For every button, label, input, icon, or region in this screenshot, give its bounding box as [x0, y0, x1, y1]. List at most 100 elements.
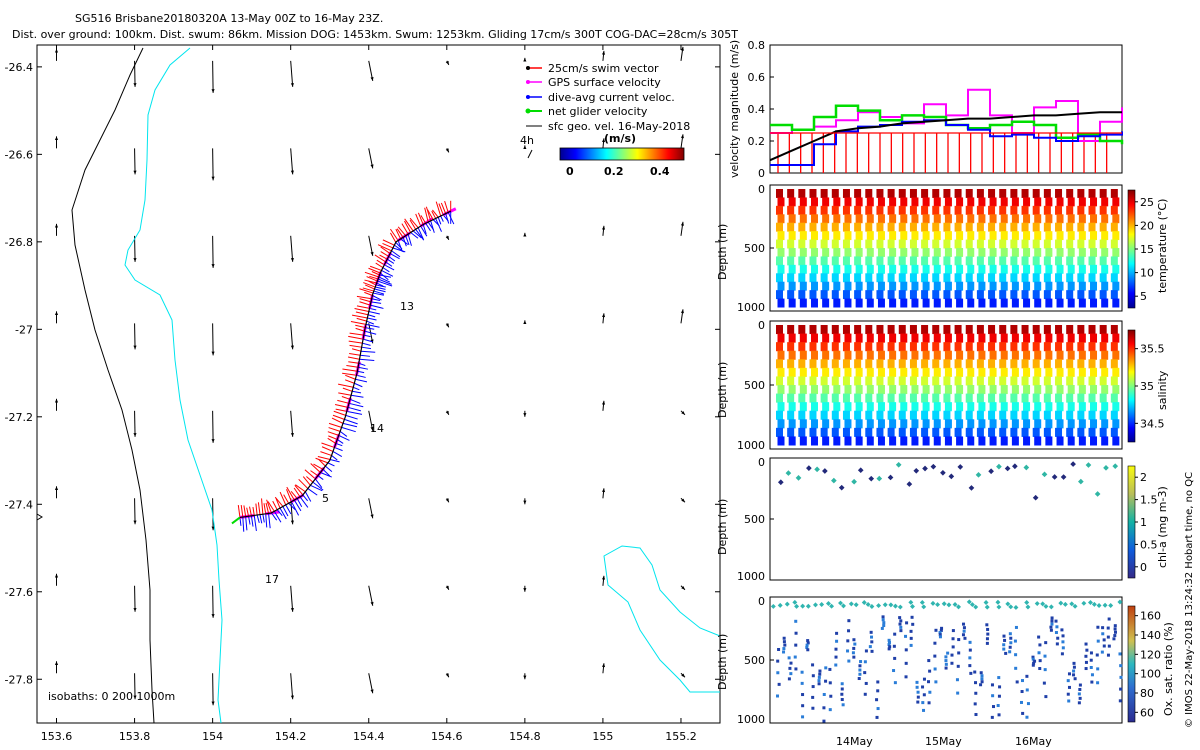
temperature-cell — [988, 189, 996, 198]
dac-vector — [430, 220, 435, 233]
geo-arrow-head — [601, 575, 606, 580]
oxygen-point — [1002, 647, 1006, 651]
temperature-cell — [1011, 298, 1019, 308]
temperature-cell — [889, 231, 897, 241]
dac-vector — [381, 269, 394, 277]
temperature-colorbar — [1127, 189, 1136, 309]
oxygen-point — [794, 643, 798, 647]
salinity-cell — [1023, 385, 1031, 395]
temperature-cell — [1021, 290, 1029, 300]
salinity-cell — [909, 376, 917, 386]
dac-vector — [377, 278, 392, 285]
temperature-cell — [799, 264, 807, 274]
oxygen-point — [835, 639, 839, 643]
temperature-cell — [999, 273, 1007, 283]
temperature-cell — [1088, 239, 1096, 249]
salinity-cell — [1066, 410, 1074, 420]
temperature-cell — [822, 298, 830, 308]
temperature-cell — [1066, 239, 1074, 249]
oxygen-point — [1119, 675, 1123, 679]
oxygen-point — [939, 628, 943, 632]
salinity-cell — [833, 367, 841, 377]
oxygen-point — [1055, 625, 1059, 629]
oxygen-cbtick-label: 100 — [1140, 668, 1161, 681]
salinity-cell — [1088, 325, 1096, 335]
oxygen-point — [893, 681, 897, 685]
oxygen-point — [916, 690, 920, 694]
chla-point — [1078, 478, 1084, 485]
salinity-cell — [1088, 393, 1096, 403]
map-legend: 25cm/s swim vector GPS surface velocity … — [520, 62, 690, 178]
oxygen-point — [962, 626, 966, 630]
temperature-cell — [799, 281, 807, 291]
oxygen-point — [973, 670, 977, 674]
geo-arrow-head — [445, 235, 449, 240]
salinity-cell — [855, 436, 863, 446]
salinity-cell — [810, 350, 818, 360]
temperature-cell — [1021, 189, 1029, 198]
salinity-cell — [866, 402, 874, 412]
temperature-cell — [1023, 264, 1031, 274]
geo-arrow-head — [681, 498, 685, 503]
oxygen-point — [1078, 687, 1082, 691]
temperature-cell — [1010, 205, 1018, 215]
salinity-cell — [989, 385, 997, 395]
temperature-cell — [954, 189, 962, 198]
swim-vector — [379, 254, 388, 260]
salinity-cell — [1090, 367, 1098, 377]
temperature-cell — [833, 281, 841, 291]
salinity-cell — [777, 436, 785, 446]
dac-vector — [296, 498, 303, 508]
dac-vector — [437, 217, 442, 225]
temperature-cell — [898, 273, 906, 283]
temperature-cell — [799, 214, 807, 224]
temperature-cell — [921, 222, 929, 232]
oxygen-point — [909, 636, 913, 640]
temperature-cell — [1023, 281, 1031, 291]
oxygen-point — [985, 641, 989, 645]
oxygen-point — [1002, 634, 1006, 638]
salinity-cell — [833, 350, 841, 360]
map-xtick-label: 154 — [202, 730, 223, 743]
salinity-cell — [842, 342, 850, 352]
dac-vector — [367, 314, 376, 318]
oxygen-point — [996, 704, 1000, 708]
dac-vector — [405, 235, 410, 246]
salinity-cell — [854, 427, 862, 437]
temperature-cell — [776, 205, 783, 215]
temperature-cell — [822, 214, 830, 224]
temperature-cell — [900, 281, 908, 291]
geo-arrow — [134, 585, 136, 612]
oxygen-point — [793, 655, 797, 659]
oxygen-point — [1089, 665, 1093, 669]
geo-arrow-head — [601, 50, 606, 55]
oxygen-point — [811, 685, 815, 689]
dac-vector — [325, 465, 333, 472]
temperature-cell — [922, 264, 930, 274]
salinity-cell — [999, 359, 1007, 369]
salinity-cell — [820, 427, 828, 437]
temperature-cell — [822, 248, 830, 257]
salinity-cell — [922, 367, 930, 377]
dac-vector — [282, 506, 289, 517]
salinity-cell — [887, 427, 895, 437]
swim-vector — [261, 498, 264, 515]
temperature-cell — [866, 214, 874, 224]
salinity-cell — [798, 427, 806, 437]
oxygen-point — [1078, 696, 1082, 700]
swim-vector — [313, 463, 324, 470]
salinity-cell — [833, 419, 841, 429]
oxygen-surface-point — [995, 599, 1001, 605]
oxygen-point — [824, 679, 828, 683]
temperature-cell — [831, 239, 839, 249]
oxygen-point — [934, 680, 938, 684]
salinity-cell — [1056, 333, 1064, 343]
salinity-cell — [1112, 419, 1120, 429]
oxygen-point — [776, 694, 780, 698]
oxygen-point — [944, 662, 948, 666]
temperature-cell — [976, 290, 984, 300]
salinity-cell — [911, 402, 919, 412]
oxygen-point — [789, 672, 793, 676]
